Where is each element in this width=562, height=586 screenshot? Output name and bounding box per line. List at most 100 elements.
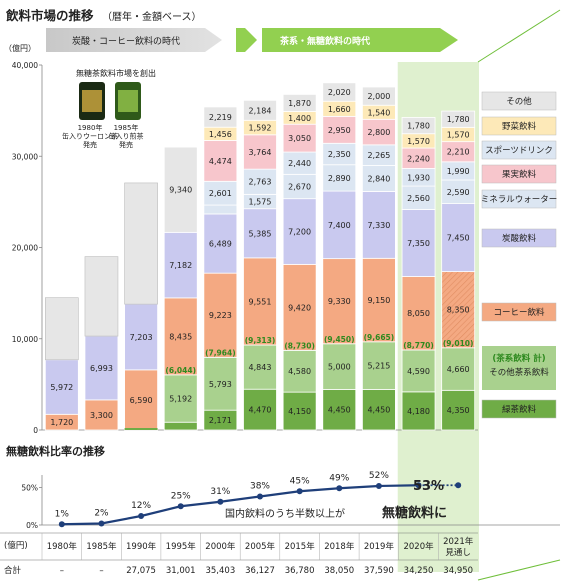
ratio-point-label: 45% <box>290 476 310 486</box>
tea-total-label: (9,010) <box>443 339 474 348</box>
legend-label: 野菜飲料 <box>502 121 537 132</box>
bar-segment <box>243 208 277 259</box>
bar-segment <box>282 263 317 351</box>
segment-value-label: 2,265 <box>367 151 390 160</box>
segment-value-label: 3,300 <box>90 411 113 420</box>
table-total-label: 合計 <box>4 565 22 576</box>
segment-value-label: 1,456 <box>209 130 232 139</box>
legend-box <box>481 399 557 419</box>
table-year: 1980年 <box>47 541 78 552</box>
bar-segment <box>282 93 317 112</box>
segment-value-label: 9,330 <box>328 297 351 306</box>
tea-total-label: (8,730) <box>284 341 315 350</box>
segment-value-label: 4,180 <box>407 407 430 416</box>
ratio-point <box>415 482 422 489</box>
segment-value-label: 2,840 <box>367 174 390 183</box>
segment-value-label: 8,435 <box>169 332 192 341</box>
ratio-point <box>296 488 303 495</box>
bar-segment <box>163 231 198 299</box>
segment-value-label: 5,000 <box>328 363 351 372</box>
legend-box <box>481 140 557 160</box>
segment-value-label: 9,420 <box>288 303 311 312</box>
tea-total-label: (8,770) <box>403 341 434 350</box>
era-label-2: 茶系・無糖飲料の時代 <box>279 35 370 47</box>
table-year: 2018年 <box>324 541 355 552</box>
product-can-label <box>118 90 138 112</box>
table-total: 36,127 <box>245 566 275 576</box>
segment-value-label: 4,580 <box>288 367 311 376</box>
bar-segment <box>441 203 476 272</box>
ratio-point <box>375 483 382 489</box>
segment-value-label: 5,192 <box>169 395 192 404</box>
segment-value-label: 8,050 <box>407 309 430 318</box>
segment-value-label: 2,210 <box>447 148 470 157</box>
bar-segment <box>243 257 277 346</box>
segment-value-label: 7,400 <box>328 221 351 230</box>
bar-segment <box>362 165 396 192</box>
legend-label: (茶系飲料 計) <box>492 353 545 364</box>
table-total: 34,950 <box>443 566 473 576</box>
segment-value-label: 5,215 <box>367 362 390 371</box>
segment-value-label: 2,350 <box>328 150 351 159</box>
segment-value-label: 4,843 <box>249 363 272 372</box>
ratio-point-label: 25% <box>171 491 191 501</box>
ratio-point-label: 38% <box>250 482 270 492</box>
ratio-point <box>58 521 65 528</box>
table-unit: (億円) <box>4 540 28 551</box>
product-note-line: 1985年 <box>114 123 139 132</box>
bar-segment <box>322 343 357 390</box>
annotation-emphasis: 無糖飲料に <box>382 505 447 521</box>
bar-segment <box>322 164 357 192</box>
legend-label: その他 <box>506 96 532 107</box>
table-total: 31,001 <box>166 566 196 576</box>
legend-box <box>481 91 557 111</box>
segment-value-label: 4,470 <box>249 406 272 415</box>
ratio-point-label: 52% <box>369 471 389 481</box>
table-year: 2021年 <box>443 536 474 547</box>
segment-value-label: 1,930 <box>407 173 430 182</box>
table-total: 37,590 <box>364 566 394 576</box>
ratio-point-label: 49% <box>329 473 349 483</box>
segment-value-label: 1,540 <box>367 108 390 117</box>
era-arrow-green <box>262 28 458 52</box>
segment-value-label: 7,203 <box>130 333 153 342</box>
table-total: 27,075 <box>126 566 156 576</box>
segment-value-label: 7,450 <box>447 234 470 243</box>
table-total: 36,780 <box>285 566 315 576</box>
tea-total-label: (9,313) <box>245 336 276 345</box>
product-note-line: 缶入り煎茶 <box>109 132 144 141</box>
legend-box-tea <box>482 346 556 390</box>
segment-value-label: 1,720 <box>50 418 73 427</box>
tea-total-label: (7,964) <box>205 348 236 357</box>
segment-value-label: 6,590 <box>130 396 153 405</box>
product-note-heading: 無糖茶飲料市場を創出 <box>76 68 156 78</box>
legend-label: その他茶系飲料 <box>489 367 549 378</box>
segment-value-label: 3,764 <box>249 148 272 157</box>
bar-segment <box>243 134 277 170</box>
bar-segment <box>243 388 277 431</box>
y-tick-label: 40,000 <box>12 61 38 70</box>
segment-value-label: 1,570 <box>407 137 430 146</box>
table-total: 35,403 <box>205 566 235 576</box>
product-note-line: 発売 <box>83 140 97 149</box>
ratio-point-label: 2% <box>94 509 109 519</box>
y-tick-label: 0 <box>33 426 38 435</box>
segment-value-label: 4,590 <box>407 367 430 376</box>
segment-value-label: 5,972 <box>50 383 73 392</box>
segment-value-label: 1,400 <box>288 114 311 123</box>
segment-value-label: 2,950 <box>328 126 351 135</box>
ratio-point <box>98 520 105 527</box>
ratio-point-label: 1% <box>55 509 70 519</box>
legend-box <box>481 164 557 184</box>
line-y-tick-label: 50% <box>21 484 38 493</box>
table-total: 38,050 <box>324 566 354 576</box>
legend-box <box>481 302 557 322</box>
segment-value-label: 5,793 <box>209 380 232 389</box>
segment-value-label: 2,000 <box>367 92 390 101</box>
ratio-point-label: 31% <box>210 487 230 497</box>
bar-segment <box>441 271 476 349</box>
ratio-point <box>217 498 224 505</box>
bar-segment <box>243 344 277 390</box>
bar-segment-other <box>84 256 119 337</box>
